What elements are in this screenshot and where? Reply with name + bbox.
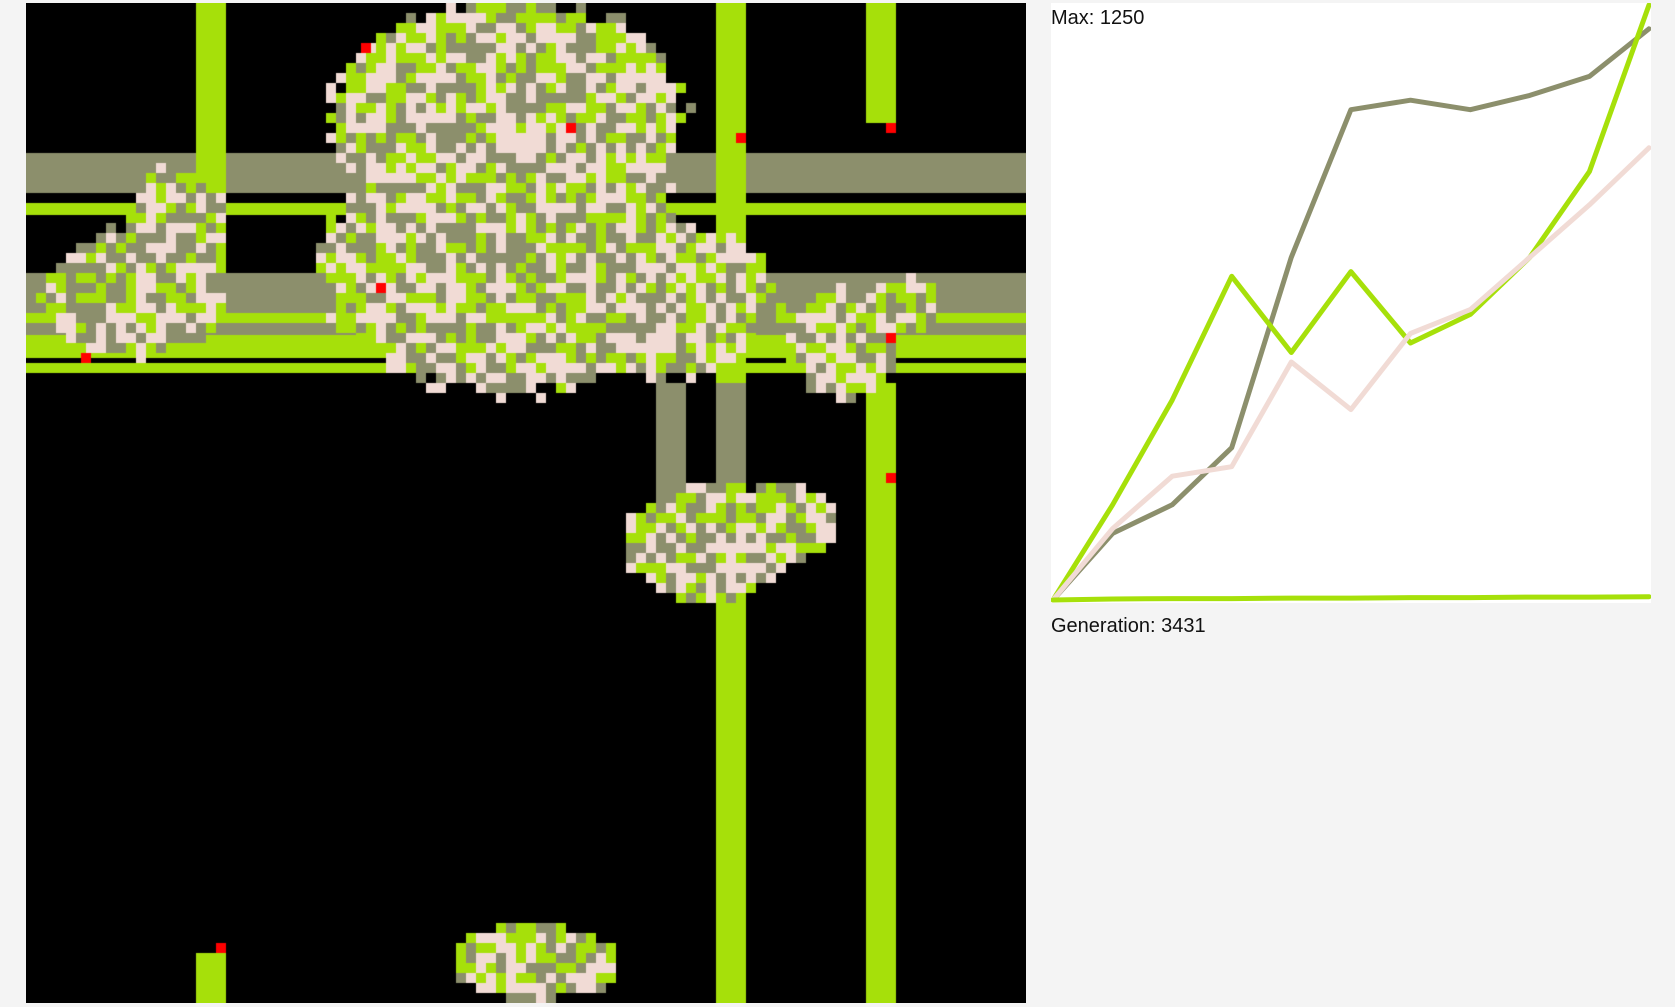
simulation-grid[interactable] (26, 3, 1026, 1003)
chart-point-3-5 (1350, 597, 1352, 599)
chart-point-0-9 (1588, 75, 1590, 77)
chart-point-0-8 (1529, 94, 1531, 96)
chart-point-1-3 (1231, 275, 1233, 277)
chart-point-3-4 (1290, 597, 1292, 599)
chart-point-2-8 (1529, 256, 1531, 258)
chart-point-1-4 (1290, 351, 1292, 353)
chart-point-0-6 (1409, 99, 1411, 101)
chart-point-3-2 (1171, 598, 1173, 600)
chart-point-3-8 (1529, 596, 1531, 598)
chart-point-0-5 (1350, 109, 1352, 111)
chart-point-0-4 (1290, 256, 1292, 258)
max-label: Max: 1250 (1051, 7, 1145, 29)
chart-point-2-6 (1409, 332, 1411, 334)
chart-point-1-2 (1171, 399, 1173, 401)
population-chart (1051, 3, 1651, 603)
chart-point-3-6 (1409, 597, 1411, 599)
chart-point-0-10 (1648, 28, 1650, 30)
chart-point-1-6 (1409, 342, 1411, 344)
generation-label: Generation: 3431 (1051, 615, 1206, 637)
chart-point-3-0 (1052, 599, 1054, 601)
chart-point-2-4 (1290, 361, 1292, 363)
chart-point-1-10 (1648, 4, 1650, 6)
chart-series-0 (1051, 26, 1651, 603)
chart-point-2-3 (1231, 466, 1233, 468)
chart-point-2-10 (1648, 147, 1650, 149)
chart-point-2-5 (1350, 409, 1352, 411)
chart-point-0-1 (1112, 532, 1114, 534)
chart-point-2-9 (1588, 204, 1590, 206)
chart-point-3-1 (1112, 598, 1114, 600)
chart-point-0-3 (1231, 447, 1233, 449)
chart-series-1 (1051, 3, 1651, 603)
chart-point-2-2 (1171, 475, 1173, 477)
chart-point-2-7 (1469, 309, 1471, 311)
chart-point-0-7 (1469, 109, 1471, 111)
chart-point-1-7 (1469, 313, 1471, 315)
chart-point-3-3 (1231, 598, 1233, 600)
chart-point-3-9 (1588, 596, 1590, 598)
chart-point-0-2 (1171, 504, 1173, 506)
chart-point-3-10 (1648, 596, 1650, 598)
chart-point-3-7 (1469, 597, 1471, 599)
chart-point-1-1 (1112, 504, 1114, 506)
chart-point-2-1 (1112, 528, 1114, 530)
chart-point-1-9 (1588, 171, 1590, 173)
chart-point-1-5 (1350, 271, 1352, 273)
